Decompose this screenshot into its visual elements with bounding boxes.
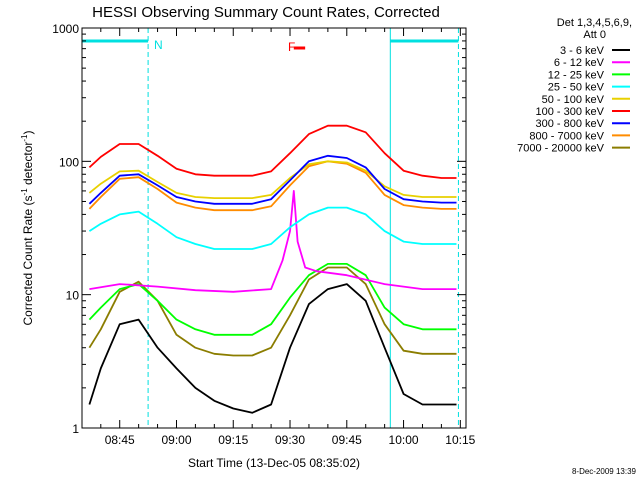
x-tick-label-3: 09:30 [275,433,305,447]
night-marker-label: N [154,38,163,52]
x-axis-label: Start Time (13-Dec-05 08:35:02) [188,456,360,470]
legend-title-attenuator: Att 0 [583,29,606,41]
series-line-25-50-kev [88,206,457,250]
series-line-100-300-kev [88,124,457,179]
legend-title-detectors: Det 1,3,4,5,6,9, [557,17,632,29]
series-line-3-6-kev [88,283,457,414]
y-tick-label-0: 1 [72,422,79,436]
legend-label-1: 6 - 12 keV [554,57,605,69]
x-tick-label-5: 10:00 [389,433,419,447]
y-tick-label-2: 100 [59,155,79,169]
y-tick-label-1: 10 [66,289,80,303]
legend-label-3: 25 - 50 keV [548,82,605,94]
x-tick-label-1: 09:00 [161,433,191,447]
plot-frame [81,27,467,429]
x-tick-label-6: 10:15 [445,433,475,447]
series-line-300-800-kev [88,154,457,205]
generation-timestamp: 8-Dec-2009 13:39 [572,467,637,476]
chart-title: HESSI Observing Summary Count Rates, Cor… [92,4,440,21]
series-line-7000-20000-kev [88,266,457,357]
series-line-6-12-kev [89,189,457,293]
legend-label-0: 3 - 6 keV [560,45,605,57]
flare-marker-label: F [288,40,295,54]
legend-label-6: 300 - 800 keV [536,118,605,130]
series-line-800-7000-kev [88,160,457,212]
y-tick-label-3: 1000 [52,22,79,36]
legend-label-8: 7000 - 20000 keV [517,143,605,155]
x-tick-label-2: 09:15 [218,433,248,447]
legend-label-2: 12 - 25 keV [548,69,605,81]
x-tick-label-4: 09:45 [332,433,362,447]
legend-label-7: 800 - 7000 keV [529,130,604,142]
x-tick-label-0: 08:45 [105,433,135,447]
legend-label-5: 100 - 300 keV [536,106,605,118]
legend-label-4: 50 - 100 keV [542,94,605,106]
series-line-12-25-kev [88,262,457,336]
series-line-50-100-kev [88,160,457,200]
y-axis-label: Corrected Count Rate (s-1 detector-1) [20,130,35,325]
